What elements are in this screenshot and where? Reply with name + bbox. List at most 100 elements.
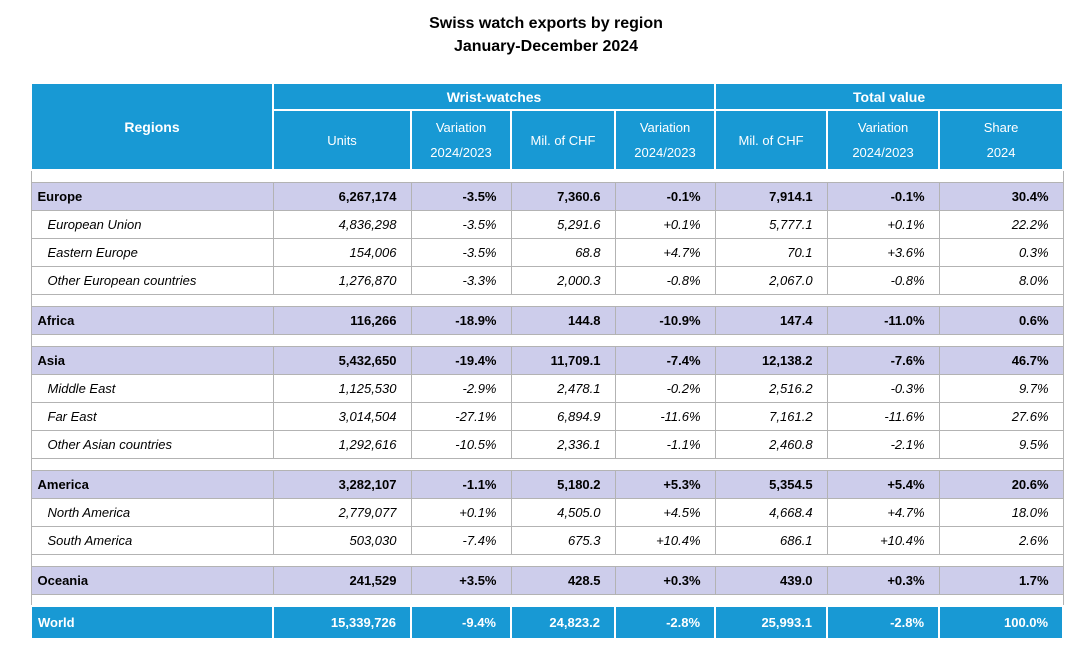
value-asia-ww-variation: -19.4% [410, 345, 512, 375]
table-body: Europe 6,267,174 -3.5% 7,360.6 -0.1% 7,914.1-… [30, 170, 1065, 640]
column-header-line-1: Variation [857, 120, 909, 135]
value-european-union-ww-chf: 5,291.6 [510, 209, 616, 239]
regions-column-header: Regions [30, 82, 274, 171]
value-world-tv-variation: -2.8% [826, 605, 941, 640]
column-header-tv-chf: Mil. of CHF [714, 109, 829, 171]
region-name-world: World [30, 605, 274, 640]
title-line-1: Swiss watch exports by region [429, 15, 663, 32]
value-far-east-tv-chf: 7,161.2 [714, 401, 828, 431]
column-header-line-1: Units [327, 132, 357, 148]
value-other-asian-countries-tv-variation: -2.1% [826, 429, 940, 459]
value-eastern-europe-ww-chf: 68.8 [510, 237, 616, 267]
value-far-east-tv-variation: -11.6% [826, 401, 940, 431]
value-other-asian-countries-units: 1,292,616 [272, 429, 412, 459]
group-header-wrist-watches: Wrist-watches [271, 82, 717, 111]
value-world-units: 15,339,726 [272, 605, 412, 640]
column-header-line-1: Mil. of CHF [738, 132, 804, 148]
column-header-line-1: Variation [639, 120, 691, 135]
value-north-america-tv-variation: +4.7% [826, 497, 940, 527]
column-header-share: Share 2024 [938, 109, 1065, 171]
spacer-cell [30, 334, 1064, 346]
region-name-eastern-europe: Eastern Europe [30, 237, 274, 267]
value-africa-ww-chf-variation: -10.9% [614, 305, 716, 335]
value-far-east-units: 3,014,504 [272, 401, 412, 431]
value-europe-tv-variation: -0.1% [826, 181, 940, 211]
spacer-cell [30, 594, 1064, 606]
value-other-european-countries-tv-chf: 2,067.0 [714, 265, 828, 295]
table-row-oceania: Oceania 241,529 +3.5% 428.5 +0.3% 439.0 +0.3% 1… [30, 565, 1064, 595]
value-european-union-tv-variation: +0.1% [826, 209, 940, 239]
value-asia-tv-chf: 12,138.2 [714, 345, 828, 375]
column-header-line-2: 2024 [986, 145, 1016, 160]
value-oceania-share: 1.7% [938, 565, 1064, 595]
value-africa-tv-variation: -11.0% [826, 305, 940, 335]
spacer-cell [30, 458, 1064, 470]
value-europe-tv-chf: 7,914.1 [714, 181, 828, 211]
value-middle-east-share: 9.7% [938, 373, 1064, 403]
value-north-america-ww-chf-variation: +4.5% [614, 497, 716, 527]
value-south-america-ww-chf: 675.3 [510, 525, 616, 555]
column-header-ww-chf-variation: Variation 2024/2023 [613, 109, 717, 171]
value-middle-east-units: 1,125,530 [272, 373, 412, 403]
value-europe-ww-variation: -3.5% [410, 181, 512, 211]
region-name-asia: Asia [30, 345, 274, 375]
value-north-america-tv-chf: 4,668.4 [714, 497, 828, 527]
region-name-european-union: European Union [30, 209, 274, 239]
value-asia-ww-chf-variation: -7.4% [614, 345, 716, 375]
table-row-far-east: Far East 3,014,504 -27.1% 6,894.9 -11.6% 7,16… [30, 401, 1064, 431]
value-other-european-countries-ww-chf-variation: -0.8% [614, 265, 716, 295]
value-other-asian-countries-ww-chf-variation: -1.1% [614, 429, 716, 459]
region-name-north-america: North America [30, 497, 274, 527]
value-other-european-countries-ww-chf: 2,000.3 [510, 265, 616, 295]
region-name-other-european-countries: Other European countries [30, 265, 274, 295]
value-asia-ww-chf: 11,709.1 [510, 345, 616, 375]
value-other-asian-countries-share: 9.5% [938, 429, 1064, 459]
value-other-european-countries-units: 1,276,870 [272, 265, 412, 295]
table-row-world: World 15,339,726 -9.4% 24,823.2 -2.8% 25,993.… [30, 605, 1065, 640]
value-africa-units: 116,266 [272, 305, 412, 335]
value-oceania-ww-chf-variation: +0.3% [614, 565, 716, 595]
group-header-row: Regions Wrist-watches Total value [30, 82, 1065, 171]
table-row-middle-east: Middle East 1,125,530 -2.9% 2,478.1 -0.2% 2,5… [30, 373, 1064, 403]
value-oceania-units: 241,529 [272, 565, 412, 595]
region-name-oceania: Oceania [30, 565, 274, 595]
table-row-european-union: European Union 4,836,298 -3.5% 5,291.6 +0.1%… [30, 209, 1064, 239]
spacer-cell [30, 294, 1064, 306]
spacer-row [30, 334, 1064, 346]
value-north-america-share: 18.0% [938, 497, 1064, 527]
region-name-middle-east: Middle East [30, 373, 274, 403]
column-header-line-2: 2024/2023 [634, 145, 696, 160]
value-middle-east-ww-chf: 2,478.1 [510, 373, 616, 403]
column-header-row: Units Variation 2024/2023 Mil. of CHF Variat… [31, 109, 1065, 171]
value-america-ww-variation: -1.1% [410, 469, 512, 499]
spacer-row [30, 458, 1064, 470]
title-line-2: January-December 2024 [453, 38, 639, 55]
column-header-line-2: 2024/2023 [852, 145, 914, 160]
value-world-tv-chf: 25,993.1 [714, 605, 829, 640]
value-africa-share: 0.6% [938, 305, 1064, 335]
value-america-ww-chf-variation: +5.3% [614, 469, 716, 499]
exports-table: Regions Wrist-watches Total value Units V… [30, 82, 1065, 640]
table-row-other-asian-countries: Other Asian countries 1,292,616 -10.5% 2,33… [30, 429, 1064, 459]
value-south-america-units: 503,030 [272, 525, 412, 555]
value-europe-units: 6,267,174 [272, 181, 412, 211]
table-row-eastern-europe: Eastern Europe 154,006 -3.5% 68.8 +4.7% 70.1 +… [30, 237, 1064, 267]
value-europe-ww-chf-variation: -0.1% [614, 181, 716, 211]
value-other-asian-countries-tv-chf: 2,460.8 [714, 429, 828, 459]
spacer-row [30, 170, 1064, 182]
column-header-line-1: Variation [435, 120, 487, 135]
table-row-north-america: North America 2,779,077 +0.1% 4,505.0 +4.5% 4… [30, 497, 1064, 527]
value-africa-ww-variation: -18.9% [410, 305, 512, 335]
region-name-america: America [30, 469, 274, 499]
value-south-america-ww-chf-variation: +10.4% [614, 525, 716, 555]
value-north-america-ww-variation: +0.1% [410, 497, 512, 527]
column-header-ww-chf: Mil. of CHF [510, 109, 616, 171]
value-european-union-tv-chf: 5,777.1 [714, 209, 828, 239]
region-name-africa: Africa [30, 305, 274, 335]
value-africa-ww-chf: 144.8 [510, 305, 616, 335]
value-asia-share: 46.7% [938, 345, 1064, 375]
value-eastern-europe-units: 154,006 [272, 237, 412, 267]
spacer-cell [30, 554, 1064, 566]
value-eastern-europe-tv-chf: 70.1 [714, 237, 828, 267]
value-america-tv-chf: 5,354.5 [714, 469, 828, 499]
